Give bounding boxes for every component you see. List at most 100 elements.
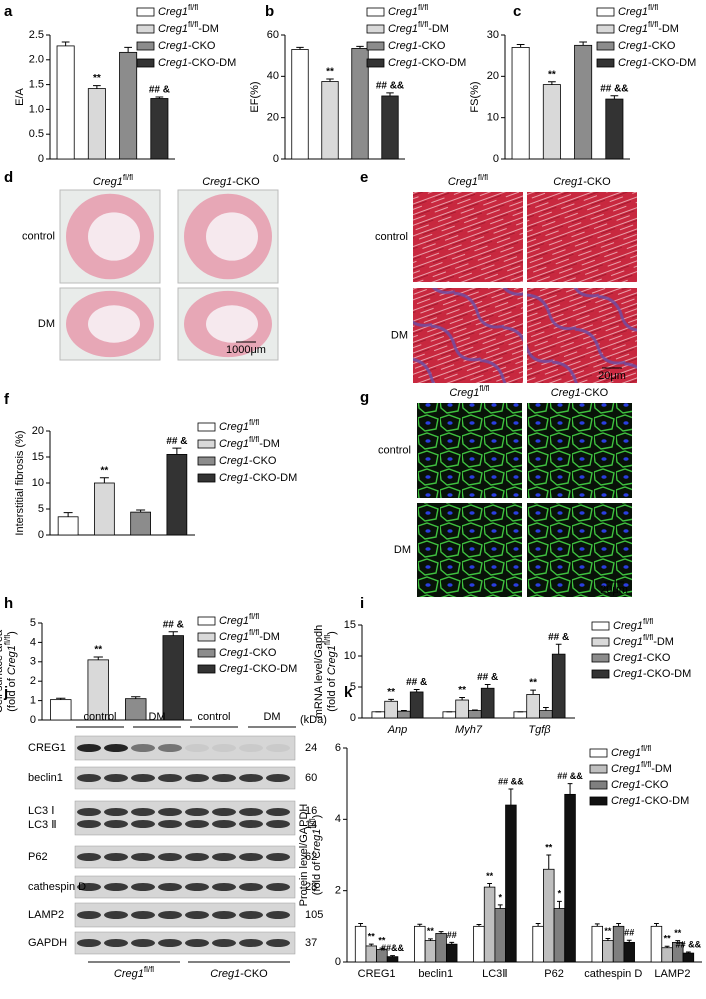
error-bar <box>654 922 659 927</box>
significance-label: ## & <box>406 677 427 688</box>
error-bar <box>616 922 621 927</box>
significance-label: ** <box>458 685 466 696</box>
legend-label: Creg1fl/fl-DM <box>158 20 219 35</box>
protein-label: beclin1 <box>28 772 63 784</box>
x-tick-label: beclin1 <box>418 968 453 980</box>
bar <box>381 95 399 160</box>
panel-letter: f <box>4 391 10 408</box>
legend-swatch <box>366 41 385 51</box>
blot-band <box>212 883 236 891</box>
bar <box>605 98 624 160</box>
bar <box>480 687 495 719</box>
blot-band <box>212 774 236 782</box>
error-bar <box>417 923 423 927</box>
x-tick-label: LC3Ⅱ <box>482 968 508 980</box>
bar <box>455 699 469 719</box>
error-bar <box>472 709 478 711</box>
error-bar <box>459 697 465 701</box>
legend-swatch <box>589 796 608 806</box>
x-tick-label: Tgfβ <box>528 724 551 736</box>
legend-label: Creg1-CKO <box>158 40 216 52</box>
error-bar <box>296 46 304 50</box>
significance-label: ## && <box>676 939 702 949</box>
y-tick-label: 0 <box>350 712 356 724</box>
error-bar <box>516 44 525 48</box>
scale-bar-label: 20μm <box>598 370 626 382</box>
error-bar <box>626 939 632 943</box>
bar <box>612 925 625 963</box>
legend-label: Creg1fl/fl-DM <box>219 628 280 643</box>
blot-band <box>185 853 209 861</box>
significance-label: ** <box>545 842 553 852</box>
group-label: control <box>197 711 230 723</box>
error-bar <box>497 904 503 909</box>
blot-band <box>158 744 182 752</box>
y-tick-label: 4 <box>335 813 341 825</box>
y-axis-label: Protein level/GAPDH <box>298 804 310 907</box>
blot-band <box>239 744 263 752</box>
legend-label: Creg1-CKO-DM <box>158 57 236 69</box>
legend-label: Creg1-CKO-DM <box>613 668 691 680</box>
error-bar <box>605 937 611 941</box>
blot-band <box>158 911 182 919</box>
kda-label: 60 <box>305 772 317 784</box>
group-label: control <box>83 711 116 723</box>
blot-band <box>266 853 290 861</box>
significance-label: ** <box>94 645 102 656</box>
bar <box>445 943 458 963</box>
legend-label: Creg1fl/fl <box>219 418 259 433</box>
bar <box>57 516 79 536</box>
column-label: Creg1-CKO <box>553 176 611 188</box>
trichrome-image <box>413 192 523 282</box>
blot-band <box>77 820 101 828</box>
y-tick-label: 0 <box>335 956 341 968</box>
bar <box>119 51 138 160</box>
error-bar <box>386 92 394 96</box>
blot-band <box>239 774 263 782</box>
bar <box>87 88 106 160</box>
legend-swatch <box>589 748 608 758</box>
legend-swatch <box>591 653 610 663</box>
blot-band <box>104 774 128 782</box>
error-bar <box>579 41 587 46</box>
significance-label: ** <box>529 678 537 689</box>
blot-band <box>212 911 236 919</box>
ventricle-lumen <box>206 305 258 343</box>
significance-label: ** <box>486 871 494 881</box>
bar <box>602 940 614 963</box>
ventricle-lumen <box>88 305 140 343</box>
kda-label: 16 <box>305 805 317 817</box>
significance-label: ## & <box>166 436 187 447</box>
protein-label: GAPDH <box>28 937 67 949</box>
blot-strip <box>74 800 296 836</box>
scale-bar-label: 20μm <box>600 584 628 596</box>
error-bar <box>476 924 482 927</box>
legend-label: Creg1fl/fl <box>618 3 658 18</box>
group-label: DM <box>148 711 165 723</box>
bar <box>130 511 151 536</box>
legend-label: Creg1-CKO-DM <box>618 57 696 69</box>
x-tick-label: Anp <box>387 724 408 736</box>
y-tick-label: 10 <box>344 650 356 662</box>
significance-label: ** <box>378 935 386 945</box>
y-tick-label: 15 <box>32 451 44 463</box>
legend-label: Creg1-CKO <box>613 652 671 664</box>
column-label: Creg1fl/fl <box>93 173 133 188</box>
blot-band <box>266 820 290 828</box>
blot-band <box>185 774 209 782</box>
error-bar <box>567 783 573 795</box>
y-tick-label: 5 <box>350 681 356 693</box>
significance-label: ** <box>387 687 395 698</box>
bar <box>511 47 530 160</box>
legend-swatch <box>596 58 615 68</box>
y-tick-label: 1 <box>30 695 36 707</box>
y-tick-label: 10 <box>32 477 44 489</box>
blot-band <box>266 939 290 947</box>
blot-band <box>266 883 290 891</box>
scale-bar-label: 1000μm <box>226 344 266 356</box>
error-bar <box>368 943 374 946</box>
legend-swatch <box>136 24 155 34</box>
y-tick-label: 20 <box>487 70 499 82</box>
y-tick-label: 1.5 <box>29 79 44 91</box>
blot-band <box>239 853 263 861</box>
